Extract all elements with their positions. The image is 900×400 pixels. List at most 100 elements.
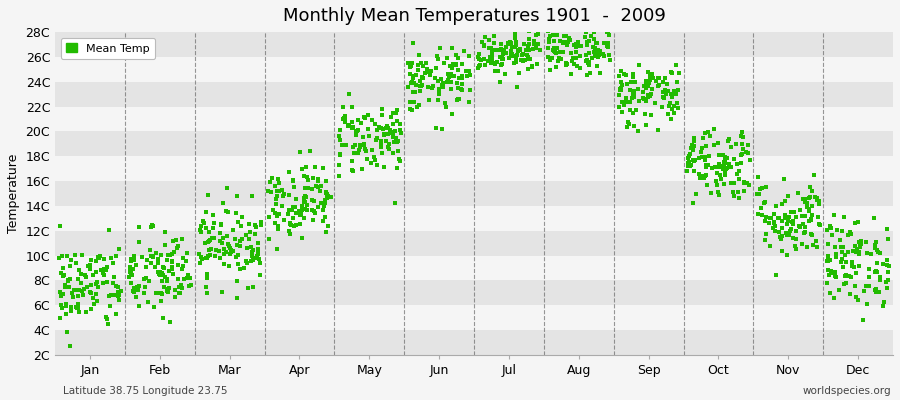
Point [759, 230, 773, 237]
Point [775, 248, 789, 254]
Point [123, 280, 138, 286]
Point [741, 141, 755, 148]
Point [304, 186, 319, 192]
Point [141, 299, 156, 305]
Point [839, 280, 853, 286]
Point [451, 95, 465, 102]
Point [754, 211, 769, 218]
Point [782, 232, 796, 239]
Point [89, 298, 104, 305]
Point [131, 283, 146, 289]
Point [77, 286, 92, 293]
Point [694, 149, 708, 156]
Point [602, 52, 616, 58]
Point [281, 211, 295, 218]
Point [349, 128, 364, 134]
Point [579, 58, 593, 64]
Point [431, 56, 446, 63]
Point [596, 51, 610, 57]
Point [306, 217, 320, 223]
Point [55, 305, 69, 311]
Title: Monthly Mean Temperatures 1901  -  2009: Monthly Mean Temperatures 1901 - 2009 [283, 7, 665, 25]
Point [112, 245, 127, 252]
Point [100, 264, 114, 270]
Bar [55, 305, 893, 330]
Point [194, 223, 208, 230]
Point [639, 85, 653, 92]
Point [101, 321, 115, 327]
Point [144, 253, 158, 259]
Point [287, 184, 302, 190]
Point [627, 88, 642, 94]
Point [229, 210, 243, 216]
Point [612, 72, 626, 79]
Point [720, 165, 734, 172]
Point [626, 92, 641, 99]
Point [335, 141, 349, 148]
Point [566, 41, 580, 48]
Point [58, 303, 73, 309]
Point [511, 46, 526, 53]
Point [102, 293, 116, 299]
Point [142, 246, 157, 253]
Point [150, 256, 165, 262]
Point [319, 214, 333, 220]
Point [565, 58, 580, 64]
Point [389, 134, 403, 141]
Point [486, 33, 500, 40]
Point [380, 122, 394, 129]
Point [63, 263, 77, 269]
Point [684, 145, 698, 151]
Point [195, 218, 210, 224]
Point [780, 230, 795, 237]
Point [667, 87, 681, 94]
Point [382, 141, 396, 148]
Point [730, 171, 744, 177]
Point [725, 189, 740, 195]
Point [667, 110, 681, 116]
Point [74, 271, 88, 278]
Point [741, 150, 755, 156]
Point [141, 278, 156, 285]
Point [626, 88, 640, 94]
Point [566, 55, 580, 61]
Point [684, 162, 698, 168]
Point [872, 289, 886, 296]
Point [54, 293, 68, 300]
Point [691, 155, 706, 161]
Point [771, 215, 786, 222]
Point [541, 28, 555, 34]
Point [420, 66, 435, 72]
Point [481, 57, 495, 64]
Point [146, 223, 160, 229]
Point [526, 41, 541, 47]
Point [518, 57, 533, 64]
Point [312, 188, 327, 194]
Point [401, 60, 416, 66]
Point [127, 285, 141, 292]
Point [250, 240, 265, 246]
Point [71, 300, 86, 307]
Point [581, 58, 596, 65]
Point [821, 258, 835, 265]
Point [418, 60, 433, 66]
Point [623, 106, 637, 113]
Point [556, 33, 571, 39]
Point [701, 152, 716, 159]
Point [390, 165, 404, 171]
Point [872, 277, 886, 283]
Point [658, 75, 672, 82]
Point [667, 103, 681, 109]
Point [82, 289, 96, 295]
Point [298, 206, 312, 213]
Point [332, 133, 347, 139]
Point [298, 185, 312, 192]
Point [122, 264, 137, 270]
Point [569, 55, 583, 61]
Point [438, 100, 453, 106]
Point [835, 256, 850, 263]
Point [209, 246, 223, 253]
Point [422, 72, 436, 78]
Point [253, 259, 267, 266]
Point [789, 228, 804, 234]
